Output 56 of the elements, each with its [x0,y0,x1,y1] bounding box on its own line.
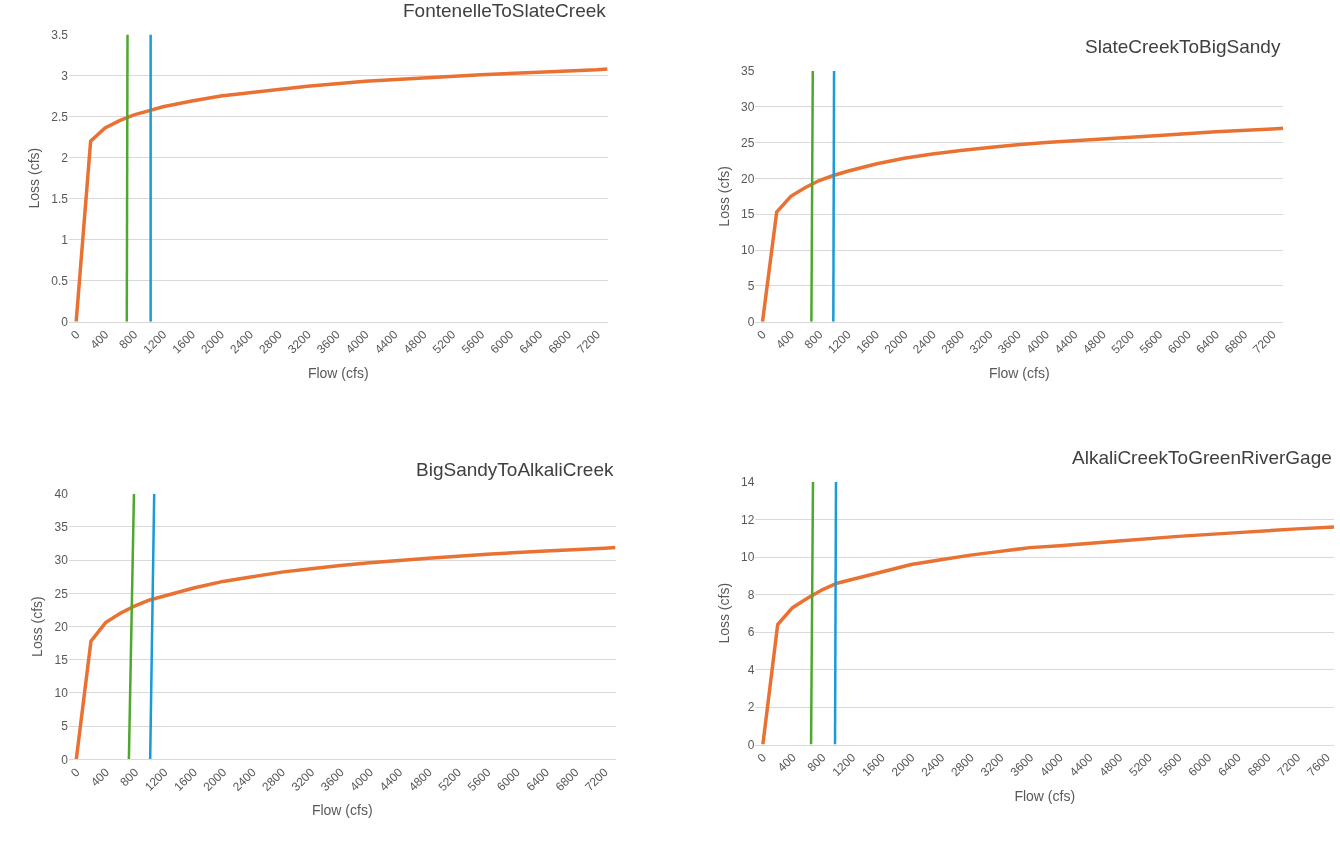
x-tick-label: 400 [773,327,798,352]
y-tick-label: 10 [741,550,755,565]
y-tick-label: 25 [54,586,69,601]
y-axis-title: Loss (cfs) [715,582,732,644]
x-axis-title: Flow (cfs) [1014,787,1076,804]
y-tick-label: 40 [54,486,69,501]
chart-title: AlkaliCreekToGreenRiverGage [1072,447,1332,468]
y-tick-label: 2 [747,700,755,715]
y-tick-label: 0 [61,314,69,329]
x-tick-label: 400 [774,750,800,775]
x-axis-title: Flow (cfs) [311,802,373,819]
y-tick-label: 3 [61,68,69,83]
y-tick-label: 6 [747,625,755,640]
y-tick-label: 12 [741,512,755,527]
chart-title: FontenelleToSlateCreek [403,0,607,21]
chart-title: BigSandyToAlkaliCreek [416,459,614,480]
y-tick-label: 2.5 [51,109,69,124]
y-tick-label: 3.5 [51,27,69,42]
y-tick-label: 0 [747,737,755,752]
line-series [74,67,608,322]
y-tick-label: 5 [61,719,69,734]
x-tick-label: 400 [87,764,113,790]
x-tick-label: 800 [116,327,141,352]
line-series [74,545,616,760]
y-tick-label: 5 [747,279,755,294]
y-tick-label: 8 [747,587,755,602]
x-axis-title: Flow (cfs) [307,364,369,381]
y-axis-title: Loss (cfs) [715,165,732,227]
y-tick-label: 0 [747,314,755,329]
y-tick-label: 35 [741,64,755,79]
y-tick-label: 2 [61,150,69,165]
x-tick-label: 800 [801,327,826,352]
chart-title: SlateCreekToBigSandy [1085,36,1281,57]
y-tick-label: 14 [741,475,755,490]
y-tick-label: 15 [741,207,755,222]
x-tick-label: 800 [804,750,829,775]
x-tick-label: 800 [117,764,142,790]
y-tick-label: 25 [741,135,755,150]
y-tick-label: 10 [54,686,69,701]
y-axis-title: Loss (cfs) [25,147,42,209]
line-series [760,126,1284,322]
y-tick-label: 1 [61,232,69,247]
x-axis-title: Flow (cfs) [988,364,1050,381]
y-axis-title: Loss (cfs) [29,596,46,657]
y-tick-label: 15 [54,652,69,667]
y-tick-label: 1.5 [51,191,69,206]
y-tick-label: 0.5 [51,273,69,288]
x-tick-label: 400 [87,327,112,352]
y-tick-label: 30 [54,553,69,568]
y-tick-label: 30 [741,99,755,114]
y-tick-label: 35 [54,520,69,535]
line-series [761,525,1334,745]
y-tick-label: 4 [747,662,755,677]
y-tick-label: 20 [54,619,69,634]
y-tick-label: 10 [741,243,755,258]
y-tick-label: 20 [741,171,755,186]
